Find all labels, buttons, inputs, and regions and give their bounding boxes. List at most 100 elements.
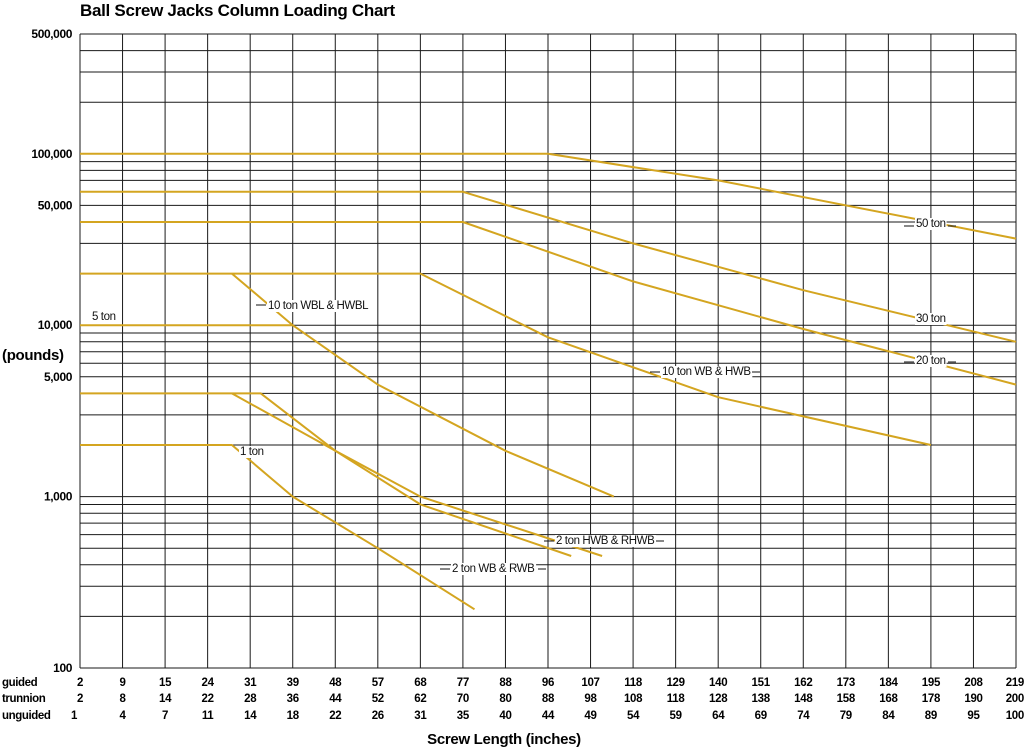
x-tick-label: 190: [964, 693, 982, 705]
x-tick-label: 80: [499, 693, 511, 705]
x-tick-label: 138: [752, 693, 771, 705]
x-tick-label: 96: [542, 677, 554, 689]
x-tick-label: 140: [709, 677, 727, 689]
series-label: 50 ton: [916, 218, 946, 230]
x-tick-label: 22: [201, 693, 213, 705]
series-label-group: 5 ton: [91, 311, 117, 323]
series-label-group: 2 ton HWB & RHWB: [544, 535, 664, 547]
series-labels: 50 ton 30 ton 20 ton 10 ton WB & HWB 10 ton …: [91, 218, 956, 575]
series-line-20-ton: [80, 221, 1017, 386]
x-row-label-guided: guided: [2, 677, 38, 689]
series-label-bg: [267, 300, 371, 312]
x-tick-label: 1: [71, 710, 78, 722]
x-tick-label: 31: [244, 677, 257, 689]
x-tick-label: 48: [329, 677, 342, 689]
x-tick-label: 200: [1006, 693, 1024, 705]
x-tick-label: 195: [922, 677, 941, 689]
x-tick-label: 168: [879, 693, 898, 705]
x-tick-label: 22: [329, 710, 341, 722]
series-line-10-ton-wb-hwb: [80, 272, 932, 446]
x-tick-label: 14: [159, 693, 172, 705]
series-label: 1 ton: [240, 446, 264, 458]
x-tick-label: 28: [244, 693, 257, 705]
x-tick-label: 129: [666, 677, 684, 689]
x-tick-label: 118: [667, 693, 686, 705]
x-tick-label: 39: [287, 677, 299, 689]
y-tick-label: 100: [53, 661, 73, 675]
x-tick-label: 40: [499, 710, 511, 722]
x-tick-label: 7: [162, 710, 168, 722]
series-line-2-ton-wb-rwb: [231, 392, 572, 557]
x-tick-label: 208: [964, 677, 983, 689]
x-tick-label: 59: [669, 710, 681, 722]
x-tick-label: 52: [372, 693, 384, 705]
x-tick-label: 79: [840, 710, 852, 722]
x-row-label-unguided: unguided: [2, 710, 51, 722]
x-tick-label: 2: [77, 677, 83, 689]
x-tick-label: 128: [709, 693, 728, 705]
x-tick-label: 18: [287, 710, 300, 722]
x-tick-label: 151: [752, 677, 771, 689]
series-label-bg: [915, 355, 947, 367]
x-tick-label: 4: [119, 710, 126, 722]
series-line-2-ton-hwb-rhwb: [80, 392, 603, 557]
series-label: 20 ton: [916, 355, 946, 367]
x-row-label-trunnion: trunnion: [2, 693, 46, 705]
x-tick-label: 108: [624, 693, 643, 705]
x-tick-label: 68: [414, 677, 427, 689]
series-label-bg: [239, 446, 265, 458]
x-tick-label: 178: [922, 693, 941, 705]
series-label-group: 50 ton: [904, 218, 956, 230]
series-label-group: 10 ton WBL & HWBL: [256, 300, 371, 312]
series-label-bg: [661, 366, 753, 378]
x-tick-label: 100: [1006, 710, 1024, 722]
series-line-30-ton: [80, 190, 1017, 343]
series-label: 10 ton WBL & HWBL: [268, 300, 369, 312]
series-label-bg: [555, 535, 657, 547]
y-tick-label: 1,000: [44, 490, 73, 504]
series-line-1-ton: [80, 444, 476, 611]
x-tick-label: 62: [414, 693, 426, 705]
x-tick-label: 36: [287, 693, 299, 705]
x-tick-label: 88: [499, 677, 512, 689]
series-label-group: 10 ton WB & HWB: [650, 366, 760, 378]
x-tick-label: 173: [837, 677, 855, 689]
x-tick-label: 15: [159, 677, 172, 689]
series-label-group: 30 ton: [915, 313, 947, 325]
series-label-bg: [451, 563, 537, 575]
x-tick-label: 118: [624, 677, 643, 689]
series-label: 5 ton: [92, 311, 116, 323]
x-tick-label: 14: [244, 710, 257, 722]
x-tick-label: 44: [329, 693, 342, 705]
x-tick-label: 57: [372, 677, 384, 689]
x-tick-label: 84: [882, 710, 895, 722]
x-tick-label: 35: [457, 710, 470, 722]
x-tick-label: 31: [414, 710, 427, 722]
series-label: 2 ton WB & RWB: [452, 563, 535, 575]
y-tick-label: 100,000: [31, 147, 72, 161]
series-label-group: 2 ton WB & RWB: [440, 563, 546, 575]
x-tick-label: 77: [457, 677, 469, 689]
x-tick-label: 219: [1006, 677, 1024, 689]
y-tick-label: 5,000: [44, 370, 73, 384]
y-tick-label: 50,000: [38, 198, 73, 212]
x-tick-label: 24: [201, 677, 214, 689]
grid: [79, 33, 1017, 669]
x-tick-label: 95: [967, 710, 980, 722]
x-axis-label: Screw Length (inches): [427, 731, 581, 748]
x-tick-label: 162: [794, 677, 812, 689]
x-tick-label: 44: [542, 710, 555, 722]
series-label: 10 ton WB & HWB: [662, 366, 751, 378]
x-tick-label: 158: [837, 693, 856, 705]
x-tick-label: 26: [372, 710, 384, 722]
x-tick-label: 107: [581, 677, 599, 689]
x-tick-label: 49: [584, 710, 596, 722]
x-tick-label: 98: [584, 693, 597, 705]
y-tick-labels: 500,000 100,000 50,000 10,000 5,000 1,000 100: [31, 27, 73, 675]
series-label-group: 1 ton: [239, 446, 265, 458]
x-tick-label: 184: [879, 677, 898, 689]
y-axis-label: (pounds): [2, 347, 64, 364]
y-tick-label: 10,000: [38, 318, 73, 332]
x-tick-label: 88: [542, 693, 555, 705]
